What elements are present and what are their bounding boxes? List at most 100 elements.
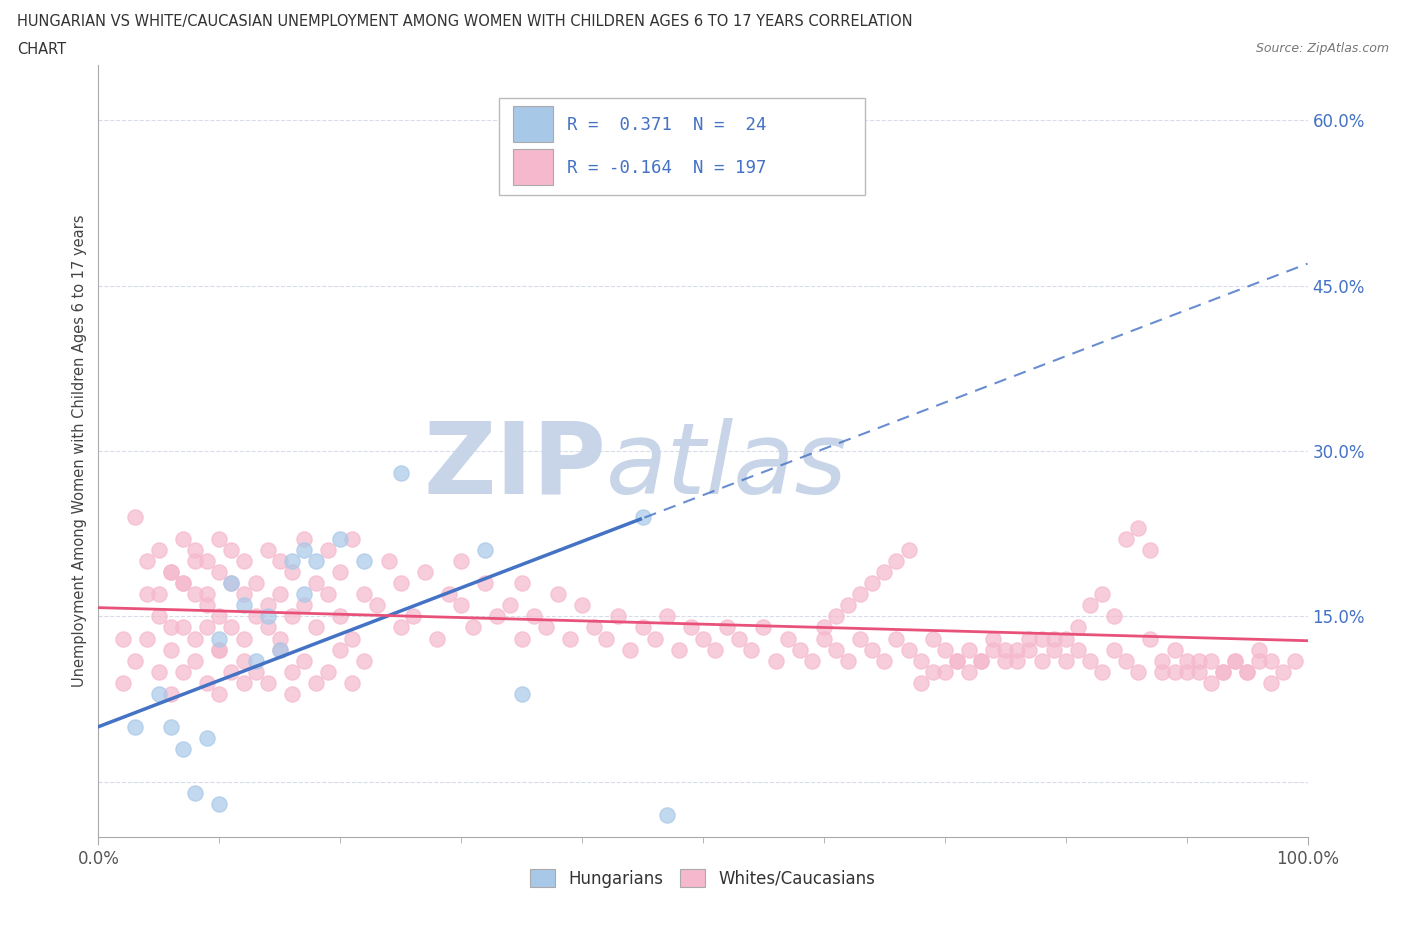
Text: R =  0.371  N =  24: R = 0.371 N = 24 bbox=[567, 116, 766, 134]
Point bbox=[111, 631, 134, 646]
Point bbox=[245, 664, 267, 679]
Point bbox=[886, 554, 908, 569]
Point bbox=[195, 620, 218, 635]
Point bbox=[498, 598, 520, 613]
Point bbox=[281, 565, 304, 579]
Point bbox=[256, 620, 278, 635]
Point bbox=[631, 620, 654, 635]
Text: HUNGARIAN VS WHITE/CAUCASIAN UNEMPLOYMENT AMONG WOMEN WITH CHILDREN AGES 6 TO 17: HUNGARIAN VS WHITE/CAUCASIAN UNEMPLOYMEN… bbox=[17, 14, 912, 29]
Point bbox=[353, 653, 375, 668]
Point bbox=[195, 554, 218, 569]
Point bbox=[292, 587, 315, 602]
Point bbox=[957, 642, 980, 657]
Point bbox=[389, 576, 412, 591]
Point bbox=[172, 532, 194, 547]
Point bbox=[148, 664, 170, 679]
Point bbox=[135, 587, 157, 602]
Point bbox=[208, 565, 231, 579]
Point bbox=[305, 554, 328, 569]
Point bbox=[1163, 664, 1185, 679]
Point bbox=[316, 664, 339, 679]
Point bbox=[1249, 642, 1271, 657]
Point bbox=[281, 686, 304, 701]
Point bbox=[631, 510, 654, 525]
Point bbox=[607, 609, 630, 624]
Point bbox=[910, 675, 932, 690]
Point bbox=[957, 664, 980, 679]
Point bbox=[463, 620, 485, 635]
Point bbox=[184, 631, 207, 646]
Point bbox=[1091, 664, 1114, 679]
Point bbox=[970, 653, 993, 668]
Point bbox=[437, 587, 460, 602]
Point bbox=[486, 609, 509, 624]
Point bbox=[1042, 631, 1064, 646]
Point bbox=[172, 620, 194, 635]
Point bbox=[269, 642, 291, 657]
Point bbox=[1152, 653, 1174, 668]
Point bbox=[1236, 664, 1258, 679]
Point bbox=[1115, 532, 1137, 547]
Point bbox=[800, 653, 823, 668]
Point bbox=[160, 565, 183, 579]
Point bbox=[1102, 609, 1125, 624]
Point bbox=[474, 543, 496, 558]
Text: CHART: CHART bbox=[17, 42, 66, 57]
Point bbox=[208, 796, 231, 811]
Point bbox=[1031, 631, 1053, 646]
Point bbox=[704, 642, 727, 657]
Point bbox=[124, 719, 146, 734]
Point bbox=[232, 675, 254, 690]
Point bbox=[668, 642, 690, 657]
Point bbox=[184, 543, 207, 558]
Point bbox=[910, 653, 932, 668]
Point bbox=[389, 620, 412, 635]
Point bbox=[269, 587, 291, 602]
Point bbox=[860, 642, 883, 657]
Point bbox=[981, 631, 1004, 646]
Point bbox=[873, 653, 896, 668]
Point bbox=[692, 631, 714, 646]
Point bbox=[994, 653, 1017, 668]
Point bbox=[256, 598, 278, 613]
Point bbox=[510, 631, 533, 646]
Point bbox=[124, 653, 146, 668]
Point bbox=[135, 554, 157, 569]
Point bbox=[450, 554, 472, 569]
Point bbox=[184, 554, 207, 569]
Point bbox=[825, 642, 848, 657]
Point bbox=[873, 565, 896, 579]
Point bbox=[1163, 642, 1185, 657]
Point bbox=[160, 719, 183, 734]
Point bbox=[1091, 587, 1114, 602]
Point bbox=[970, 653, 993, 668]
Point bbox=[789, 642, 811, 657]
Point bbox=[160, 642, 183, 657]
Point bbox=[426, 631, 449, 646]
Point bbox=[342, 675, 364, 690]
Point bbox=[886, 631, 908, 646]
Point bbox=[1007, 642, 1029, 657]
Point bbox=[269, 631, 291, 646]
Point bbox=[195, 598, 218, 613]
Point bbox=[195, 675, 218, 690]
Point bbox=[655, 807, 678, 822]
Point bbox=[994, 642, 1017, 657]
Point bbox=[221, 664, 243, 679]
Point bbox=[1067, 642, 1090, 657]
Point bbox=[849, 631, 872, 646]
Point bbox=[1102, 642, 1125, 657]
Point bbox=[208, 631, 231, 646]
Point bbox=[1199, 675, 1222, 690]
Point bbox=[184, 786, 207, 801]
Point bbox=[195, 587, 218, 602]
Point bbox=[292, 653, 315, 668]
Point bbox=[316, 543, 339, 558]
Point bbox=[934, 642, 956, 657]
Point bbox=[184, 587, 207, 602]
Point bbox=[1067, 620, 1090, 635]
Point bbox=[946, 653, 969, 668]
Point bbox=[474, 576, 496, 591]
Point bbox=[208, 642, 231, 657]
Text: Source: ZipAtlas.com: Source: ZipAtlas.com bbox=[1256, 42, 1389, 55]
